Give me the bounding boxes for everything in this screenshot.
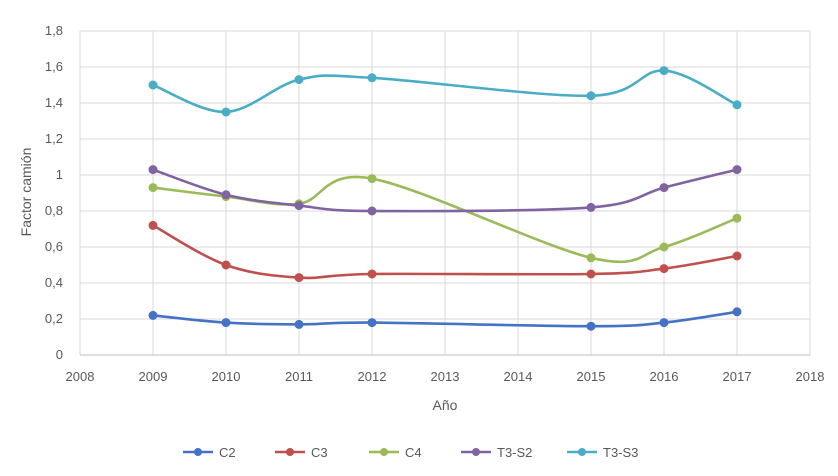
data-point-t3-s3 (148, 80, 158, 90)
x-tick-label: 2017 (723, 369, 752, 384)
data-point-c4 (659, 242, 669, 252)
data-point-t3-s2 (148, 165, 158, 175)
legend: C2 C3 C4 T3-S2 T3-S3 (183, 445, 638, 460)
legend-swatch-marker (578, 448, 586, 456)
data-point-c3 (367, 269, 377, 279)
series-lines (148, 66, 742, 331)
data-point-t3-s3 (294, 75, 304, 85)
x-tick-label: 2012 (358, 369, 387, 384)
y-axis-title: Factor camión (18, 148, 34, 237)
data-point-c4 (732, 213, 742, 223)
data-point-c3 (294, 273, 304, 283)
y-tick-label: 1,2 (45, 131, 63, 146)
data-point-t3-s2 (586, 202, 596, 212)
data-point-t3-s2 (732, 165, 742, 175)
data-point-c2 (367, 318, 377, 328)
data-point-t3-s2 (367, 206, 377, 216)
x-tick-label: 2010 (212, 369, 241, 384)
data-point-c3 (148, 220, 158, 230)
data-point-c4 (367, 174, 377, 184)
legend-label: T3-S2 (497, 445, 532, 460)
data-point-c2 (586, 321, 596, 331)
data-point-t3-s2 (294, 201, 304, 211)
data-point-c2 (221, 318, 231, 328)
legend-label: C2 (219, 445, 236, 460)
data-point-c3 (659, 264, 669, 274)
y-tick-label: 0,4 (45, 275, 63, 290)
data-point-t3-s3 (221, 107, 231, 117)
legend-item-c3: C3 (275, 445, 328, 460)
data-point-t3-s3 (732, 100, 742, 110)
y-tick-labels: 0 0,2 0,4 0,6 0,8 1 1,2 1,4 1,6 1,8 (45, 23, 63, 362)
x-tick-label: 2008 (66, 369, 95, 384)
y-tick-label: 1,4 (45, 95, 63, 110)
x-tick-label: 2011 (285, 369, 313, 384)
y-tick-label: 0 (56, 347, 63, 362)
series-c2 (148, 307, 742, 331)
legend-label: C4 (405, 445, 422, 460)
data-point-c3 (732, 251, 742, 261)
legend-item-c2: C2 (183, 445, 236, 460)
y-tick-label: 1,8 (45, 23, 63, 38)
data-point-t3-s2 (659, 183, 669, 193)
legend-swatch-marker (286, 448, 294, 456)
data-point-c2 (148, 310, 158, 320)
legend-label: C3 (311, 445, 328, 460)
y-tick-label: 1,6 (45, 59, 63, 74)
x-tick-label: 2015 (577, 369, 606, 384)
data-point-c4 (586, 253, 596, 263)
data-point-t3-s3 (367, 73, 377, 83)
data-point-t3-s3 (659, 66, 669, 76)
legend-item-t3-s2: T3-S2 (461, 445, 532, 460)
data-point-c3 (586, 269, 596, 279)
series-t3-s2 (148, 165, 742, 216)
x-tick-label: 2013 (431, 369, 460, 384)
y-tick-label: 0,8 (45, 203, 63, 218)
legend-label: T3-S3 (603, 445, 638, 460)
data-point-t3-s2 (221, 190, 231, 200)
x-tick-label: 2009 (139, 369, 168, 384)
legend-swatch-marker (194, 448, 202, 456)
data-point-c4 (148, 183, 158, 193)
y-tick-label: 0,6 (45, 239, 63, 254)
x-tick-label: 2014 (504, 369, 533, 384)
legend-item-t3-s3: T3-S3 (567, 445, 638, 460)
y-tick-label: 0,2 (45, 311, 63, 326)
y-tick-label: 1 (56, 167, 63, 182)
series-c3 (148, 220, 742, 283)
legend-item-c4: C4 (369, 445, 422, 460)
x-tick-label: 2016 (650, 369, 679, 384)
series-t3-s3 (148, 66, 742, 117)
legend-swatch-marker (472, 448, 480, 456)
x-axis-title: Año (433, 397, 458, 413)
data-point-c2 (294, 319, 304, 329)
data-point-t3-s3 (586, 91, 596, 101)
legend-swatch-marker (380, 448, 388, 456)
x-tick-labels: 2008 2009 2010 2011 2012 2013 2014 2015 2016 2017… (66, 369, 825, 384)
data-point-c2 (659, 318, 669, 328)
data-point-c3 (221, 260, 231, 270)
data-point-c2 (732, 307, 742, 317)
x-tick-label: 2018 (796, 369, 825, 384)
